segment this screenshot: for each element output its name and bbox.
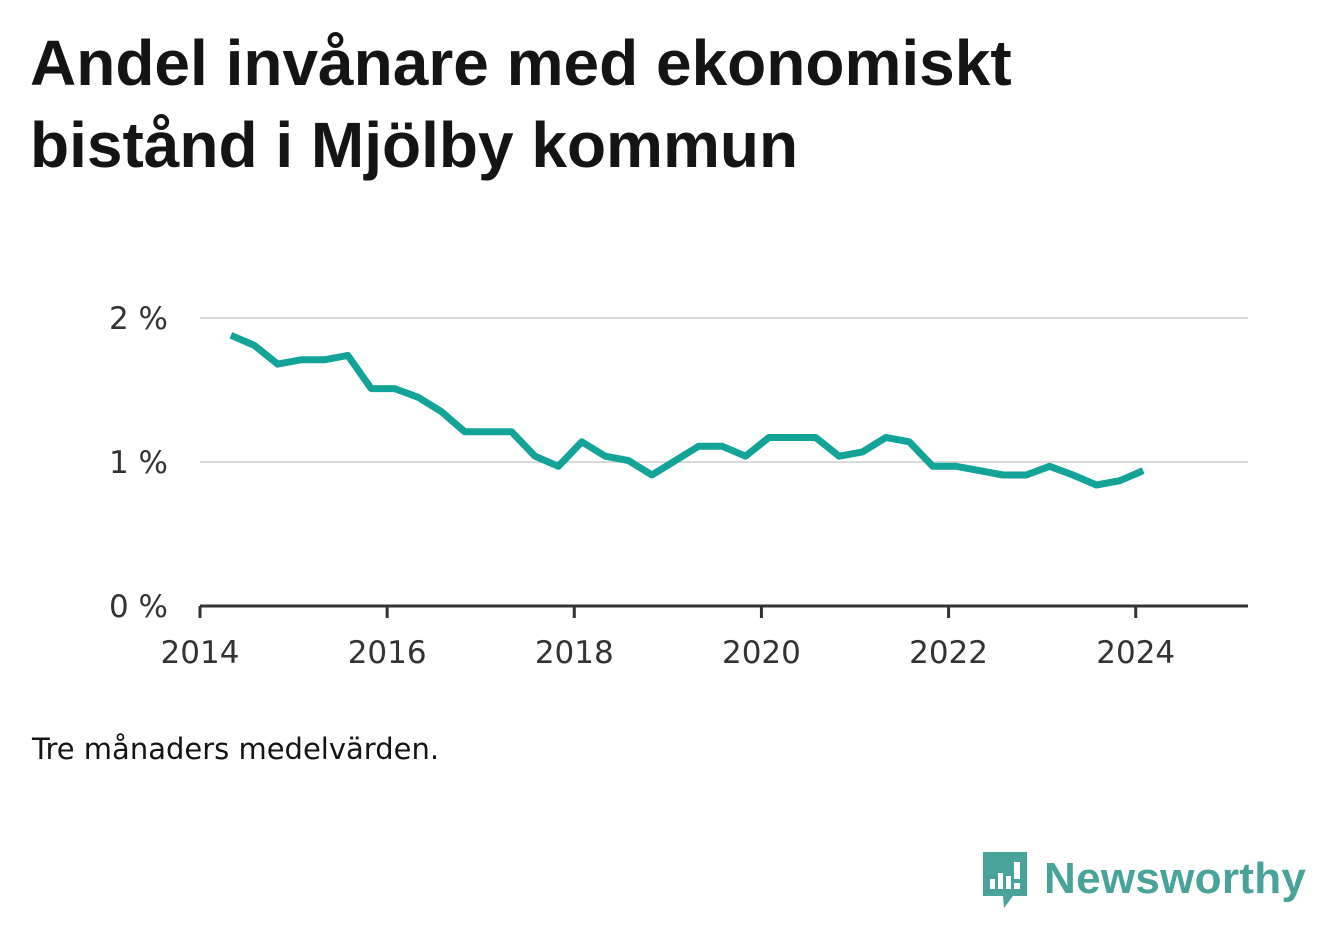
chart-note: Tre månaders medelvärden. — [32, 732, 440, 766]
data-point — [695, 443, 702, 450]
data-point — [765, 434, 772, 441]
x-tick-label: 2020 — [722, 635, 801, 671]
data-point — [415, 394, 422, 401]
series-layer — [227, 332, 1147, 489]
data-point — [976, 467, 983, 474]
data-point — [578, 438, 585, 445]
data-point — [812, 434, 819, 441]
data-point — [999, 471, 1006, 478]
data-point — [461, 428, 468, 435]
brand-name: Newsworthy — [1044, 854, 1307, 903]
bar-chart-speech-bubble-icon — [983, 852, 1027, 908]
data-point — [344, 352, 351, 359]
line-chart: 0 % 1 % 2 % 2014 2016 2018 2020 2022 2024 — [109, 301, 1248, 671]
data-point — [1093, 482, 1100, 489]
data-point — [368, 385, 375, 392]
x-tick-label: 2016 — [348, 635, 427, 671]
data-point — [672, 457, 679, 464]
data-point — [531, 453, 538, 460]
data-point — [391, 385, 398, 392]
data-point — [251, 342, 258, 349]
data-point — [648, 471, 655, 478]
x-tick-label: 2022 — [909, 635, 988, 671]
data-point — [1116, 477, 1123, 484]
data-point — [789, 434, 796, 441]
data-point — [953, 463, 960, 470]
data-point — [929, 463, 936, 470]
y-tick-label: 1 % — [109, 445, 168, 481]
x-tick-label: 2024 — [1096, 635, 1175, 671]
data-point — [274, 361, 281, 368]
y-tick-label: 0 % — [109, 589, 168, 625]
x-tick-label: 2014 — [161, 635, 240, 671]
data-point — [298, 356, 305, 363]
chart-title: Andel invånare med ekonomiskt bistånd i … — [30, 27, 1012, 181]
data-point — [602, 453, 609, 460]
brand-logo: Newsworthy — [980, 848, 1306, 910]
data-point — [1140, 467, 1147, 474]
data-point — [719, 443, 726, 450]
x-tick-label: 2018 — [535, 635, 614, 671]
data-point — [438, 408, 445, 415]
data-point — [321, 356, 328, 363]
data-point — [1046, 463, 1053, 470]
y-tick-label: 2 % — [109, 301, 168, 337]
data-point — [625, 457, 632, 464]
data-point — [742, 453, 749, 460]
data-point — [1070, 471, 1077, 478]
axes: 0 % 1 % 2 % 2014 2016 2018 2020 2022 2024 — [109, 301, 1248, 671]
series-line — [229, 332, 1145, 489]
gridlines — [200, 317, 1248, 463]
data-point — [485, 428, 492, 435]
data-point — [906, 438, 913, 445]
data-point — [555, 463, 562, 470]
data-point — [859, 448, 866, 455]
data-point — [508, 428, 515, 435]
data-point — [882, 434, 889, 441]
data-point — [836, 453, 843, 460]
data-point — [227, 332, 234, 339]
data-point — [1023, 471, 1030, 478]
